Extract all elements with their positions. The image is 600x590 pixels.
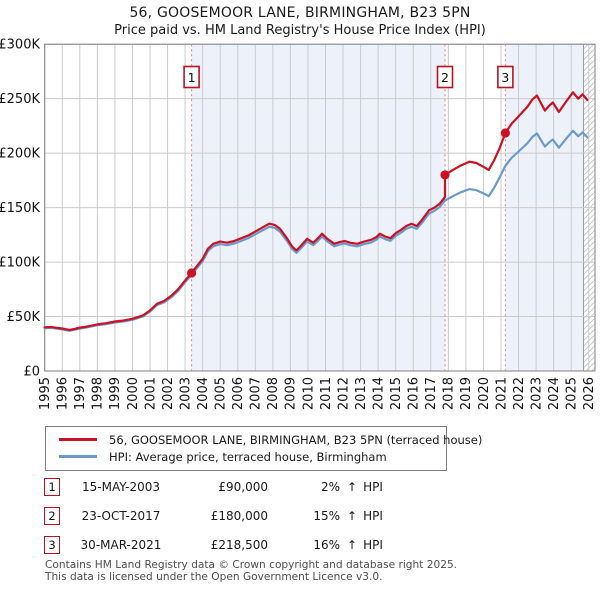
y-tick-£200K: £200K: [0, 147, 40, 162]
legend-label-hpi: HPI: Average price, terraced house, Birm…: [109, 449, 387, 464]
sale-price: £90,000: [218, 479, 268, 494]
sale-hpi-label: HPI: [363, 537, 383, 552]
footer-line-2: This data is licensed under the Open Gov…: [45, 570, 383, 583]
sale-flag-box-3: [497, 65, 514, 89]
sale-number-badge: 3: [44, 535, 60, 554]
page-subtitle: Price paid vs. HM Land Registry's House …: [114, 23, 486, 38]
x-tick-1995: 1995: [38, 377, 53, 410]
sale-price: £218,500: [210, 537, 268, 552]
y-tick-£100K: £100K: [0, 256, 40, 271]
x-tick-2015: 2015: [389, 377, 404, 410]
x-tick-2004: 2004: [196, 377, 211, 410]
x-tick-2006: 2006: [231, 377, 246, 410]
y-tick-£250K: £250K: [0, 92, 40, 107]
sale-row-1: 1 15-MAY-2003 £90,000 2% ↑ HPI: [44, 477, 464, 496]
sale-hpi-percent: 2%: [320, 479, 340, 494]
y-tick-£300K: £300K: [0, 38, 40, 53]
x-tick-2007: 2007: [249, 377, 264, 410]
page-title: 56, GOOSEMOOR LANE, BIRMINGHAM, B23 5PN: [129, 5, 471, 21]
x-tick-2016: 2016: [407, 377, 422, 410]
sale-hpi-percent: 16%: [313, 537, 340, 552]
sale-hpi-label: HPI: [363, 479, 383, 494]
x-tick-2012: 2012: [336, 377, 351, 410]
sale-flag-number-1: 1: [188, 70, 196, 85]
x-tick-2013: 2013: [354, 377, 369, 410]
y-tick-£50K: £50K: [7, 310, 41, 325]
up-arrow-icon: ↑: [347, 537, 358, 552]
sale-date: 30-MAR-2021: [80, 537, 162, 552]
sale-marker-dot-3: [500, 128, 510, 138]
x-tick-2021: 2021: [494, 377, 509, 410]
sale-row-2: 2 23-OCT-2017 £180,000 15% ↑ HPI: [44, 506, 464, 525]
sale-flag-number-3: 3: [501, 70, 509, 85]
property-price-line: [43, 91, 589, 332]
x-tick-2020: 2020: [477, 377, 492, 410]
x-tick-2024: 2024: [547, 377, 562, 410]
sale-marker-dot-1: [186, 268, 197, 278]
x-tick-1997: 1997: [73, 377, 88, 410]
sale-date: 15-MAY-2003: [81, 479, 160, 494]
chart-legend: 56, GOOSEMOOR LANE, BIRMINGHAM, B23 5PN …: [45, 426, 482, 471]
x-tick-2014: 2014: [371, 377, 386, 410]
x-tick-2009: 2009: [284, 377, 299, 410]
x-tick-2005: 2005: [214, 377, 229, 410]
sale-flag-box-2: [436, 65, 454, 89]
sale-date: 23-OCT-2017: [81, 508, 161, 523]
x-tick-2017: 2017: [424, 377, 439, 410]
up-arrow-icon: ↑: [347, 479, 358, 494]
x-tick-2002: 2002: [161, 377, 176, 410]
x-tick-2025: 2025: [565, 377, 580, 410]
x-tick-1999: 1999: [108, 377, 123, 410]
x-tick-2001: 2001: [143, 377, 158, 410]
sale-marker-dot-2: [440, 170, 450, 180]
sale-row-3: 3 30-MAR-2021 £218,500 16% ↑ HPI: [44, 535, 464, 554]
x-tick-1998: 1998: [91, 377, 106, 410]
footer-line-1: Contains HM Land Registry data © Crown c…: [45, 559, 458, 571]
x-tick-2018: 2018: [442, 377, 457, 410]
x-tick-2008: 2008: [266, 377, 281, 410]
legend-row-hpi: HPI: Average price, terraced house, Birm…: [46, 448, 446, 465]
x-tick-2019: 2019: [459, 377, 474, 410]
x-tick-2022: 2022: [512, 377, 527, 410]
legend-label-property: 56, GOOSEMOOR LANE, BIRMINGHAM, B23 5PN …: [109, 432, 483, 447]
x-tick-2011: 2011: [319, 377, 334, 410]
license-footer: Contains HM Land Registry data © Crown c…: [45, 559, 585, 583]
x-tick-2023: 2023: [529, 377, 544, 410]
x-tick-2003: 2003: [178, 377, 193, 410]
sale-hpi-label: HPI: [363, 508, 383, 523]
x-tick-2010: 2010: [301, 377, 316, 410]
y-tick-£150K: £150K: [0, 201, 40, 216]
hpi-line-swatch: [59, 455, 97, 458]
sale-number-badge: 1: [44, 477, 60, 496]
legend-row-property: 56, GOOSEMOOR LANE, BIRMINGHAM, B23 5PN …: [46, 431, 482, 448]
x-tick-2000: 2000: [126, 377, 141, 410]
x-tick-1996: 1996: [56, 377, 71, 410]
plot-border: [44, 43, 596, 372]
up-arrow-icon: ↑: [347, 508, 358, 523]
sale-flag-number-2: 2: [441, 70, 449, 85]
y-tick-£0: £0: [23, 365, 40, 380]
sale-hpi-percent: 15%: [313, 508, 340, 523]
property-line-swatch: [59, 438, 97, 441]
sale-price: £180,000: [210, 508, 268, 523]
x-tick-2026: 2026: [582, 377, 597, 410]
sale-flag-box-1: [183, 65, 200, 89]
sale-number-badge: 2: [44, 506, 60, 525]
